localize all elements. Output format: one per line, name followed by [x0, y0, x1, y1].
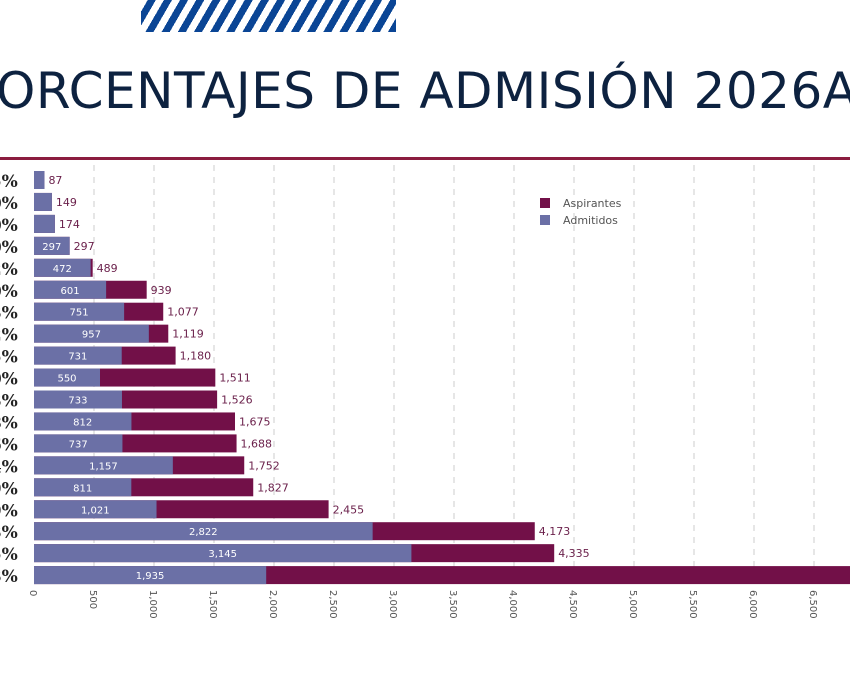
x-tick-label: 2,500 — [327, 590, 338, 619]
x-tick-label: 1,000 — [147, 590, 158, 619]
data-label-admitidos: 1,021 — [81, 505, 110, 516]
bar-admitidos — [34, 171, 45, 189]
bar-admitidos — [34, 280, 107, 299]
data-label-aspirantes: 149 — [56, 196, 77, 209]
data-label-admitidos: 812 — [73, 417, 92, 428]
legend-label-admitidos: Admitidos — [563, 214, 618, 227]
bar-admitidos — [34, 522, 373, 541]
legend-swatch-aspirantes — [540, 198, 550, 208]
data-label-aspirantes: 489 — [97, 262, 118, 275]
bar-admitidos — [34, 324, 149, 343]
data-label-aspirantes: 1,526 — [221, 394, 253, 407]
data-label-admitidos: 737 — [69, 439, 88, 450]
data-label-aspirantes: 1,675 — [239, 415, 271, 428]
category-label: 66% — [0, 435, 18, 455]
x-tick-label: 5,000 — [627, 590, 638, 619]
data-label-admitidos: 957 — [82, 330, 101, 341]
legend: Aspirantes Admitidos — [540, 197, 622, 227]
category-label: 63% — [0, 523, 18, 543]
category-label: 52% — [0, 260, 18, 280]
page-title: ORCENTAJES DE ADMISIÓN 2026A — [0, 62, 850, 120]
x-tick-label: 4,000 — [507, 590, 518, 619]
bar-admitidos — [34, 302, 125, 321]
header-stripes-logo — [141, 0, 396, 32]
bar-admitidos — [34, 214, 55, 233]
category-label: 00% — [0, 194, 18, 214]
data-label-aspirantes: 4,335 — [558, 547, 590, 560]
data-label-admitidos: 2,822 — [189, 527, 218, 538]
category-label: 55% — [0, 545, 18, 565]
category-label: 73% — [0, 304, 18, 324]
bar-admitidos — [34, 500, 157, 519]
data-label-aspirantes: 1,752 — [248, 459, 279, 472]
category-label: 55% — [0, 172, 18, 192]
data-label-admitidos: 472 — [53, 264, 72, 275]
category-label: 59% — [0, 501, 18, 521]
category-label: 33% — [0, 567, 18, 587]
x-tick-label: 3,000 — [387, 590, 398, 619]
data-label-aspirantes: 1,077 — [167, 306, 199, 319]
data-label-admitidos: 601 — [61, 286, 80, 297]
category-label: 00% — [0, 216, 18, 236]
data-label-admitidos: 751 — [70, 308, 89, 319]
bar-admitidos — [34, 258, 91, 277]
data-label-admitidos: 3,145 — [208, 549, 237, 560]
category-label: 40% — [0, 370, 18, 390]
bar-admitidos — [34, 236, 70, 255]
bar-admitidos — [34, 368, 100, 387]
data-label-aspirantes: 1,180 — [180, 350, 212, 363]
x-tick-label: 0 — [27, 590, 38, 596]
bar-admitidos — [34, 478, 132, 497]
data-label-aspirantes: 87 — [48, 174, 62, 187]
x-tick-label: 4,500 — [567, 590, 578, 619]
x-tick-label: 5,500 — [687, 590, 698, 619]
legend-swatch-admitidos — [540, 215, 550, 225]
data-label-aspirantes: 4,173 — [539, 525, 571, 538]
data-label-admitidos: 731 — [68, 352, 87, 363]
category-label: 00% — [0, 238, 18, 258]
data-label-aspirantes: 1,827 — [257, 481, 289, 494]
bar-admitidos — [34, 434, 123, 453]
data-label-admitidos: 1,935 — [136, 571, 165, 582]
bar-admitidos — [34, 566, 267, 585]
bar-admitidos — [34, 390, 122, 409]
data-label-aspirantes: 1,119 — [172, 328, 204, 341]
bar-admitidos — [34, 346, 122, 365]
category-label: 04% — [0, 457, 18, 477]
x-tick-label: 2,000 — [267, 590, 278, 619]
data-label-aspirantes: 297 — [74, 240, 95, 253]
data-label-admitidos: 811 — [73, 483, 92, 494]
bar-admitidos — [34, 544, 412, 563]
data-label-aspirantes: 174 — [59, 218, 80, 231]
data-label-aspirantes: 1,511 — [219, 372, 251, 385]
x-tick-label: 6,500 — [807, 590, 818, 619]
bar-admitidos — [34, 456, 173, 475]
category-label: 03% — [0, 392, 18, 412]
category-label: 39% — [0, 479, 18, 499]
data-label-aspirantes: 939 — [151, 284, 172, 297]
category-label: 00% — [0, 282, 18, 302]
bar-admitidos — [34, 192, 52, 211]
category-label: 95% — [0, 348, 18, 368]
bar-admitidos — [34, 412, 132, 431]
category-label: 52% — [0, 326, 18, 346]
x-tick-label: 6,000 — [747, 590, 758, 619]
data-label-admitidos: 733 — [68, 396, 87, 407]
data-label-admitidos: 1,157 — [89, 461, 118, 472]
title-divider — [0, 157, 850, 160]
legend-label-aspirantes: Aspirantes — [563, 197, 622, 210]
data-label-admitidos: 550 — [57, 374, 76, 385]
data-label-aspirantes: 2,455 — [333, 503, 365, 516]
x-tick-label: 3,500 — [447, 590, 458, 619]
data-label-admitidos: 297 — [42, 242, 61, 253]
x-tick-label: 500 — [87, 590, 98, 609]
category-label: 48% — [0, 413, 18, 433]
x-tick-label: 1,500 — [207, 590, 218, 619]
data-label-aspirantes: 1,688 — [241, 437, 273, 450]
